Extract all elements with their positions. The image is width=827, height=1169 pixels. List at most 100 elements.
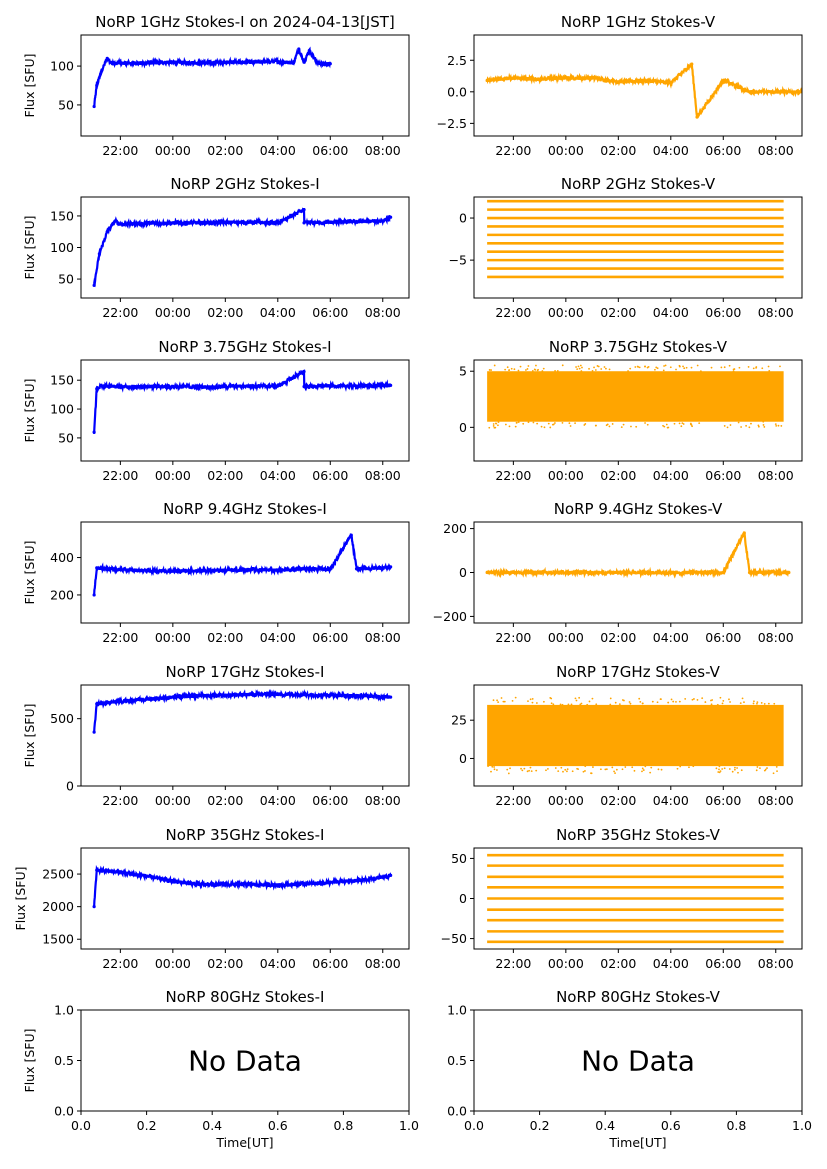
x-tick-label: 22:00	[495, 468, 531, 483]
data-point	[620, 426, 623, 429]
x-tick-label: 1.0	[792, 1118, 812, 1133]
data-point	[638, 697, 641, 700]
data-point	[276, 221, 280, 225]
data-point	[756, 766, 759, 768]
data-point	[574, 697, 577, 700]
x-tick-label: 02:00	[600, 630, 636, 645]
data-point	[580, 370, 583, 372]
data-point	[611, 423, 614, 425]
data-point	[611, 766, 614, 769]
x-tick-label: 02:00	[207, 956, 243, 971]
no-data-annotation: No Data	[188, 1045, 302, 1078]
series-trace	[93, 369, 392, 434]
y-tick-label: 1500	[42, 932, 74, 947]
x-tick-label: 06:00	[312, 305, 348, 320]
data-point	[627, 370, 629, 372]
axes-frame	[80, 521, 410, 624]
subplot-4: −5 0 22:00 00:00 02:00 04:00 06:00 08:00 NoRP 2G…	[449, 175, 803, 320]
data-point	[171, 879, 175, 883]
data-point	[491, 765, 494, 768]
data-point	[547, 422, 550, 425]
data-point	[695, 570, 699, 575]
data-point	[535, 769, 538, 772]
data-point	[710, 699, 712, 702]
data-point	[644, 765, 647, 768]
y-tick-label: 150	[50, 208, 74, 223]
data-point	[381, 219, 385, 223]
data-point	[574, 422, 576, 425]
data-point	[533, 368, 536, 371]
data-point	[95, 83, 99, 88]
data-point	[354, 878, 359, 883]
data-point	[514, 425, 517, 428]
y-axis-label: Flux [SFU]	[22, 216, 37, 280]
data-point	[728, 768, 731, 770]
data-point	[737, 421, 740, 424]
x-tick-label: 22:00	[102, 956, 138, 971]
data-point	[672, 700, 675, 703]
data-point	[761, 367, 764, 370]
data-point	[302, 384, 306, 389]
x-tick-label: 02:00	[600, 305, 636, 320]
x-tick-label: 00:00	[548, 143, 584, 158]
y-tick-label: 0	[459, 751, 467, 766]
data-point	[517, 369, 520, 372]
data-point	[105, 56, 109, 60]
data-point	[776, 770, 778, 773]
data-point	[665, 423, 668, 426]
data-point	[680, 425, 683, 428]
data-point	[732, 370, 735, 373]
data-point	[630, 425, 632, 428]
data-point	[657, 768, 660, 771]
data-point	[547, 768, 549, 770]
data-point	[747, 90, 752, 94]
y-tick-label: 200	[50, 587, 74, 602]
x-tick-label: 00:00	[548, 793, 584, 808]
data-point	[679, 765, 682, 768]
data-point	[552, 423, 555, 426]
data-point	[656, 367, 659, 370]
x-tick-label: 00:00	[548, 305, 584, 320]
data-point	[302, 369, 306, 374]
data-point	[737, 771, 739, 774]
x-tick-label: 06:00	[312, 793, 348, 808]
data-point	[223, 220, 227, 224]
subplot-title: NoRP 1GHz Stokes-V	[561, 13, 716, 31]
data-point	[720, 366, 723, 369]
data-point	[690, 366, 693, 369]
subplot-10: 0 25 22:00 00:00 02:00 04:00 06:00 08:00 NoRP 17…	[451, 663, 803, 808]
y-tick-label: 1.0	[447, 1003, 467, 1018]
x-tick-label: 00:00	[548, 468, 584, 483]
data-point	[302, 208, 306, 212]
data-point	[171, 384, 175, 389]
subplot-title: NoRP 3.75GHz Stokes-V	[549, 338, 728, 356]
data-point	[650, 766, 653, 769]
x-tick-label: 0.8	[726, 1118, 746, 1133]
x-tick-label: 02:00	[600, 956, 636, 971]
x-tick-label: 02:00	[600, 143, 636, 158]
x-tick-label: 04:00	[653, 956, 689, 971]
x-tick-label: 04:00	[260, 143, 296, 158]
no-data-annotation: No Data	[581, 1045, 695, 1078]
x-tick-label: 06:00	[705, 630, 741, 645]
data-point	[571, 770, 574, 773]
x-tick-label: 06:00	[312, 630, 348, 645]
y-tick-label: 50	[58, 97, 74, 112]
subplot-11: 1500 2000 2500 22:00 00:00 02:00 04:00 06:00 08:…	[13, 826, 410, 971]
data-point	[538, 570, 542, 575]
data-point	[389, 695, 393, 699]
x-tick-label: 04:00	[653, 630, 689, 645]
data-point	[564, 76, 568, 80]
y-tick-label: 0	[459, 420, 467, 435]
data-point	[591, 697, 594, 700]
data-point	[721, 702, 724, 705]
x-tick-label: 08:00	[365, 630, 401, 645]
data-point	[92, 283, 96, 287]
data-point	[531, 701, 534, 704]
data-point	[509, 767, 511, 770]
data-point	[682, 365, 684, 368]
data-point	[696, 364, 699, 367]
data-point	[753, 700, 755, 703]
data-point	[726, 426, 729, 429]
data-point	[389, 383, 393, 387]
